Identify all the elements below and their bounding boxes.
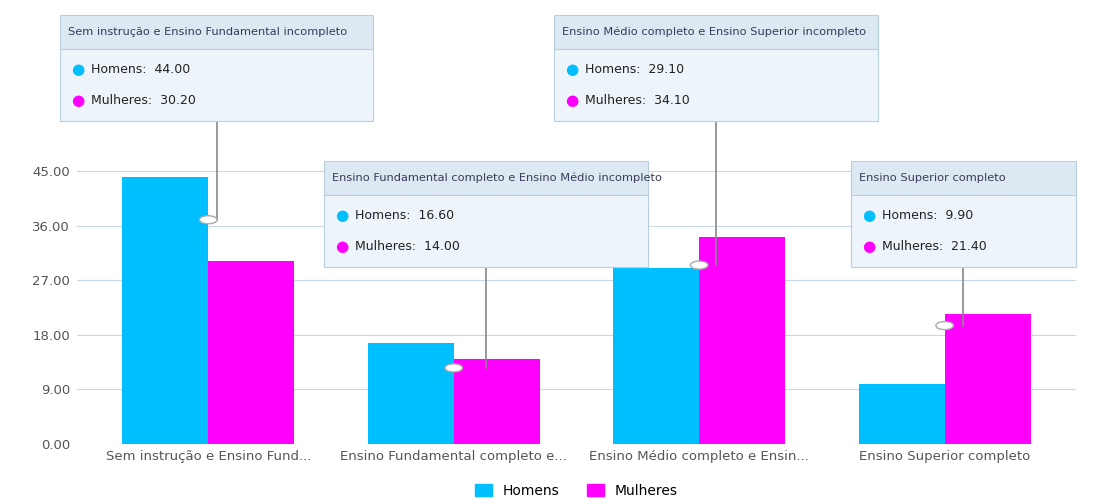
Bar	[209, 261, 294, 444]
Text: Homens:  9.90: Homens: 9.90	[882, 209, 973, 222]
Text: Ensino Médio completo e Ensino Superior incompleto: Ensino Médio completo e Ensino Superior …	[562, 27, 866, 37]
Legend: Homens, Mulheres: Homens, Mulheres	[469, 478, 684, 503]
Text: ●: ●	[71, 61, 85, 77]
Text: Mulheres:  30.20: Mulheres: 30.20	[91, 94, 197, 107]
Bar	[614, 268, 699, 444]
Text: Mulheres:  14.00: Mulheres: 14.00	[355, 240, 460, 254]
Text: Mulheres:  21.40: Mulheres: 21.40	[882, 240, 986, 254]
Text: Homens:  29.10: Homens: 29.10	[585, 62, 684, 76]
Text: Mulheres:  34.10: Mulheres: 34.10	[585, 94, 690, 107]
Text: ●: ●	[71, 93, 85, 108]
Text: ●: ●	[335, 208, 348, 223]
Bar	[368, 343, 453, 444]
Text: ●: ●	[862, 208, 875, 223]
Bar	[859, 384, 944, 444]
Text: ●: ●	[565, 93, 579, 108]
Text: ●: ●	[862, 239, 875, 255]
Text: Sem instrução e Ensino Fundamental incompleto: Sem instrução e Ensino Fundamental incom…	[68, 27, 347, 37]
Bar	[122, 177, 209, 444]
Text: Homens:  44.00: Homens: 44.00	[91, 62, 190, 76]
Text: Homens:  16.60: Homens: 16.60	[355, 209, 453, 222]
Text: ●: ●	[335, 239, 348, 255]
Bar	[944, 314, 1031, 444]
Text: Ensino Fundamental completo e Ensino Médio incompleto: Ensino Fundamental completo e Ensino Méd…	[332, 173, 662, 183]
Bar	[699, 237, 785, 444]
Bar	[453, 359, 539, 444]
Text: ●: ●	[565, 61, 579, 77]
Text: Ensino Superior completo: Ensino Superior completo	[859, 173, 1006, 183]
